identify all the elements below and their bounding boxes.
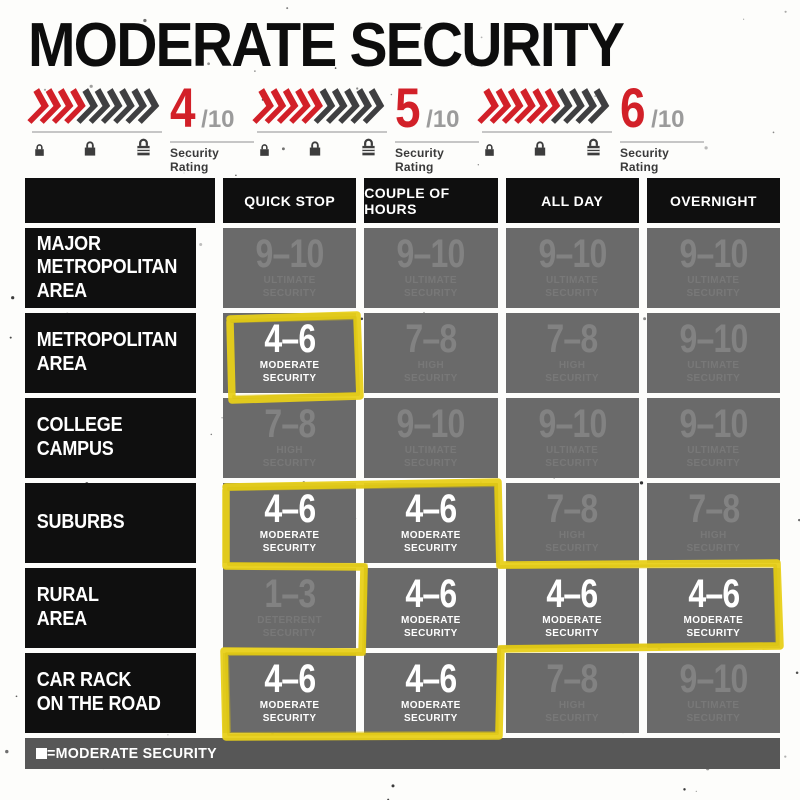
table-cell: 1–3 DETERRENT SECURITY	[223, 568, 356, 648]
rating-meter	[255, 86, 387, 174]
rating-score: 5	[395, 86, 421, 130]
column-header-all-day: ALL DAY	[506, 178, 639, 223]
table-cell: 9–10 ULTIMATE SECURITY	[647, 398, 780, 478]
table-cell: 4–6 MODERATE SECURITY	[647, 568, 780, 648]
table-cell: 4–6 MODERATE SECURITY	[506, 568, 639, 648]
divider	[620, 141, 704, 143]
padlock-small-icon	[34, 143, 45, 157]
rating-score-block: 5/10 Security Rating	[395, 86, 480, 174]
lock-icons	[484, 137, 602, 157]
rating-meter	[30, 86, 162, 174]
padlock-medium-icon	[83, 140, 97, 157]
rating-block-4: 4/10 Security Rating	[30, 86, 255, 174]
table-cell: 4–6 MODERATE SECURITY	[223, 653, 356, 733]
table-cell: 7–8 HIGH SECURITY	[223, 398, 356, 478]
table-cell: 4–6 MODERATE SECURITY	[364, 653, 497, 733]
rating-denominator: /10	[201, 106, 234, 134]
row-label-metropolitan-area: METROPOLITAN AREA	[25, 313, 196, 393]
rating-denominator: /10	[426, 106, 459, 134]
column-header-couple-of-hours: COUPLE OF HOURS	[364, 178, 497, 223]
moderate-security-swatch-icon	[36, 748, 47, 759]
table-cell: 7–8 HIGH SECURITY	[647, 483, 780, 563]
table-cell: 7–8 HIGH SECURITY	[506, 313, 639, 393]
security-rating-scale: 4/10 Security Rating 5/10 Security Ratin…	[30, 86, 770, 174]
rating-denominator: /10	[651, 106, 684, 134]
padlock-large-icon	[135, 137, 152, 157]
padlock-medium-icon	[308, 140, 322, 157]
rating-score: 6	[620, 86, 646, 130]
rating-block-5: 5/10 Security Rating	[255, 86, 480, 174]
table-cell: 9–10 ULTIMATE SECURITY	[223, 228, 356, 308]
table-cell: 9–10 ULTIMATE SECURITY	[506, 398, 639, 478]
padlock-large-icon	[360, 137, 377, 157]
security-table: QUICK STOP COUPLE OF HOURS ALL DAY OVERN…	[25, 178, 780, 733]
table-cell: 7–8 HIGH SECURITY	[506, 653, 639, 733]
table-cell: 9–10 ULTIMATE SECURITY	[647, 653, 780, 733]
rating-score-block: 6/10 Security Rating	[620, 86, 705, 174]
table-cell: 4–6 MODERATE SECURITY	[364, 568, 497, 648]
row-label-suburbs: SUBURBS	[25, 483, 196, 563]
row-label-college-campus: COLLEGE CAMPUS	[25, 398, 196, 478]
divider	[257, 131, 387, 133]
row-label-car-rack-on-the-road: CAR RACK ON THE ROAD	[25, 653, 196, 733]
rating-score: 4	[170, 86, 196, 130]
padlock-small-icon	[259, 143, 270, 157]
poster: MODERATE SECURITY 4/10 Security Rating	[0, 0, 800, 800]
rating-score-block: 4/10 Security Rating	[170, 86, 255, 174]
rating-label: Security Rating	[620, 146, 705, 174]
divider	[482, 131, 612, 133]
table-cell: 7–8 HIGH SECURITY	[506, 483, 639, 563]
legend-bar: =MODERATE SECURITY	[25, 738, 780, 769]
table-cell: 4–6 MODERATE SECURITY	[223, 483, 356, 563]
rating-label: Security Rating	[170, 146, 255, 174]
lock-icons	[259, 137, 377, 157]
chevron-meter-icon	[251, 86, 392, 126]
table-cell: 9–10 ULTIMATE SECURITY	[647, 228, 780, 308]
row-label-major-metropolitan-area: MAJOR METROPOLITAN AREA	[25, 228, 196, 308]
table-cell: 9–10 ULTIMATE SECURITY	[364, 398, 497, 478]
chevron-meter-icon	[26, 86, 167, 126]
chevron-meter-icon	[476, 86, 617, 126]
legend-label: =MODERATE SECURITY	[47, 745, 217, 762]
padlock-large-icon	[585, 137, 602, 157]
padlock-medium-icon	[533, 140, 547, 157]
divider	[395, 141, 479, 143]
rating-meter	[480, 86, 612, 174]
table-corner-cell	[25, 178, 215, 223]
column-header-overnight: OVERNIGHT	[647, 178, 780, 223]
table-cell: 9–10 ULTIMATE SECURITY	[647, 313, 780, 393]
lock-icons	[34, 137, 152, 157]
page-title: MODERATE SECURITY	[28, 10, 623, 81]
column-header-quick-stop: QUICK STOP	[223, 178, 356, 223]
rating-label: Security Rating	[395, 146, 480, 174]
rating-block-6: 6/10 Security Rating	[480, 86, 705, 174]
divider	[170, 141, 254, 143]
padlock-small-icon	[484, 143, 495, 157]
table-cell: 9–10 ULTIMATE SECURITY	[506, 228, 639, 308]
table-cell: 4–6 MODERATE SECURITY	[223, 313, 356, 393]
row-label-rural-area: RURAL AREA	[25, 568, 196, 648]
table-cell: 4–6 MODERATE SECURITY	[364, 483, 497, 563]
table-cell: 7–8 HIGH SECURITY	[364, 313, 497, 393]
divider	[32, 131, 162, 133]
table-cell: 9–10 ULTIMATE SECURITY	[364, 228, 497, 308]
